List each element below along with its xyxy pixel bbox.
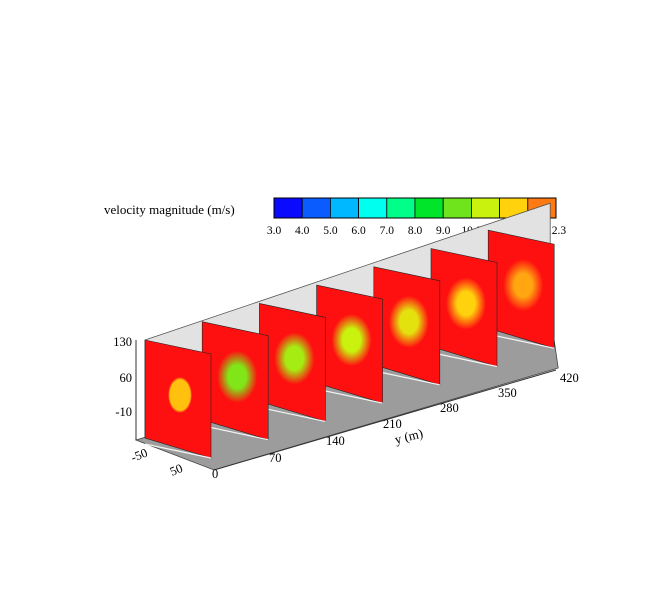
z-tick-label: 130: [113, 335, 132, 349]
slice-jet-core: [331, 314, 372, 367]
y-axis-label: y (m): [393, 425, 424, 446]
x-tick-label: 50: [168, 461, 185, 479]
colorbar-tick-label: 4.0: [295, 225, 310, 237]
z-tick-label: 60: [120, 371, 133, 385]
y-tick-label: 210: [383, 417, 402, 431]
slice-jet-core: [274, 332, 315, 385]
colorbar-tick-label: 8.0: [408, 225, 423, 237]
colorbar-cell: [329, 197, 359, 219]
colorbar-tick-label: 12.3: [546, 225, 566, 237]
x-tick-label: -50: [129, 446, 150, 465]
colorbar-tick-label: 7.0: [380, 225, 395, 237]
colorbar-cell: [273, 197, 303, 219]
y-tick-label: 0: [212, 467, 218, 481]
colorbar-cell: [414, 197, 444, 219]
colorbar-cell: [386, 197, 416, 219]
colorbar-cell: [301, 197, 331, 219]
colorbar-tick-label: 9.0: [436, 225, 451, 237]
colorbar-cell: [358, 197, 388, 219]
colorbar-cell: [470, 197, 500, 219]
colorbar-label: velocity magnitude (m/s): [104, 202, 235, 217]
colorbar-tick-label: 6.0: [351, 225, 366, 237]
slice-jet-core: [217, 350, 258, 403]
colorbar-cells: [273, 197, 557, 219]
y-tick-label: 350: [498, 386, 517, 400]
slice-jet-core: [388, 295, 429, 348]
y-tick-label: 420: [560, 371, 579, 385]
y-tick-label: 280: [440, 401, 459, 415]
slice-jet-core: [503, 259, 544, 312]
axes: 130 60 -10 -50 50 0 70 140 210 280 350 420 y (m): [113, 335, 579, 481]
y-tick-label: 140: [326, 434, 345, 448]
z-tick-label: -10: [115, 405, 132, 419]
colorbar-cell: [442, 197, 472, 219]
slice-jet-core: [446, 277, 486, 330]
colorbar-tick-label: 3.0: [267, 225, 282, 237]
plot-box: [134, 202, 559, 471]
y-tick-label: 70: [269, 451, 282, 465]
slice-jet-core: [168, 377, 192, 413]
colorbar-tick-label: 5.0: [323, 225, 338, 237]
